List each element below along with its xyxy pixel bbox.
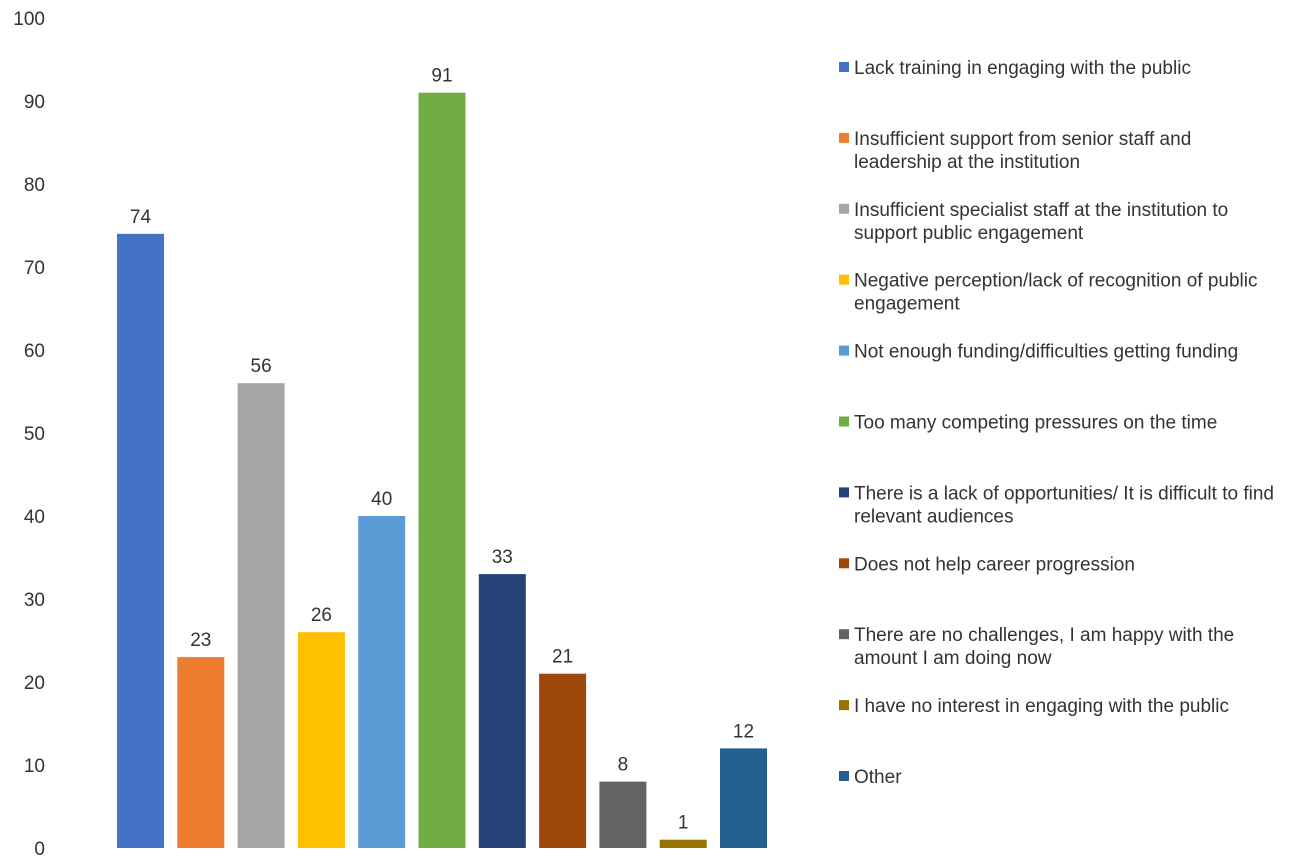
y-tick-label: 30 (24, 590, 45, 611)
bar (599, 781, 647, 848)
bar (117, 233, 164, 849)
bar (358, 516, 406, 848)
data-label: 23 (190, 630, 211, 651)
data-labels: 74 23 56 26 40 91 33 21 8 1 12 (130, 66, 754, 834)
data-label: 21 (552, 647, 573, 668)
legend-swatch (839, 558, 849, 569)
legend-label: Negative perception/lack of recognition … (854, 271, 1257, 315)
bar (177, 657, 225, 848)
bar (297, 632, 345, 848)
y-tick-label: 60 (24, 341, 45, 362)
bar (720, 748, 767, 848)
y-tick-label: 0 (34, 839, 45, 858)
legend-item: There are no challenges, I am happy with… (839, 625, 1234, 669)
legend-swatch (839, 416, 849, 427)
legend-swatch (839, 487, 849, 498)
legend-swatch (839, 132, 849, 143)
legend-label: There are no challenges, I am happy with… (854, 625, 1234, 669)
legend-swatch (839, 629, 849, 640)
legend-swatch (839, 345, 849, 356)
y-tick-label: 90 (24, 92, 45, 113)
legend-swatch (839, 203, 849, 214)
bar (659, 839, 707, 848)
legend-item: Insufficient specialist staff at the ins… (839, 200, 1228, 244)
legend-label: Lack training in engaging with the publi… (854, 58, 1191, 79)
y-tick-label: 40 (24, 507, 45, 528)
legend-label: Insufficient specialist staff at the ins… (854, 200, 1228, 244)
data-label: 12 (733, 721, 754, 742)
data-label: 1 (678, 813, 689, 834)
legend-label: I have no interest in engaging with the … (854, 696, 1229, 717)
y-tick-label: 70 (24, 258, 45, 279)
data-label: 8 (618, 755, 629, 776)
data-label: 56 (251, 356, 272, 377)
legend-label: Too many competing pressures on the time (854, 413, 1217, 434)
y-tick-label: 20 (24, 673, 45, 694)
bar (418, 92, 466, 848)
legend-item: Does not help career progression (839, 554, 1135, 575)
legend-item: Negative perception/lack of recognition … (839, 271, 1257, 315)
data-label: 74 (130, 207, 152, 228)
legend-item: Insufficient support from senior staff a… (839, 129, 1191, 173)
legend-swatch (839, 274, 849, 285)
legend-swatch (839, 771, 849, 781)
y-tick-label: 50 (24, 424, 45, 445)
legend-label: Insufficient support from senior staff a… (854, 129, 1191, 173)
bar (237, 383, 285, 848)
y-tick-label: 80 (24, 175, 45, 196)
bar (539, 673, 587, 848)
legend-item: I have no interest in engaging with the … (839, 696, 1229, 717)
y-axis: 0 10 20 30 40 50 60 70 80 90 100 (13, 9, 45, 858)
legend-swatch (839, 700, 849, 711)
y-tick-label: 100 (13, 9, 45, 30)
legend-item: Lack training in engaging with the publi… (839, 58, 1191, 79)
legend-item: Other (839, 767, 902, 788)
data-label: 40 (371, 489, 392, 510)
legend-label: Does not help career progression (854, 554, 1135, 575)
legend-label: Other (854, 767, 902, 788)
data-label: 26 (311, 605, 332, 626)
bar (478, 574, 526, 848)
legend-item: Too many competing pressures on the time (839, 413, 1217, 434)
legend-label: Not enough funding/difficulties getting … (854, 342, 1238, 363)
bars (117, 92, 767, 849)
data-label: 33 (492, 547, 513, 568)
legend-label: There is a lack of opportunities/ It is … (854, 483, 1274, 527)
legend: Lack training in engaging with the publi… (839, 58, 1274, 788)
legend-swatch (839, 62, 849, 72)
data-label: 91 (431, 66, 452, 87)
legend-item: There is a lack of opportunities/ It is … (839, 483, 1274, 527)
y-tick-label: 10 (24, 756, 45, 777)
legend-item: Not enough funding/difficulties getting … (839, 342, 1238, 363)
